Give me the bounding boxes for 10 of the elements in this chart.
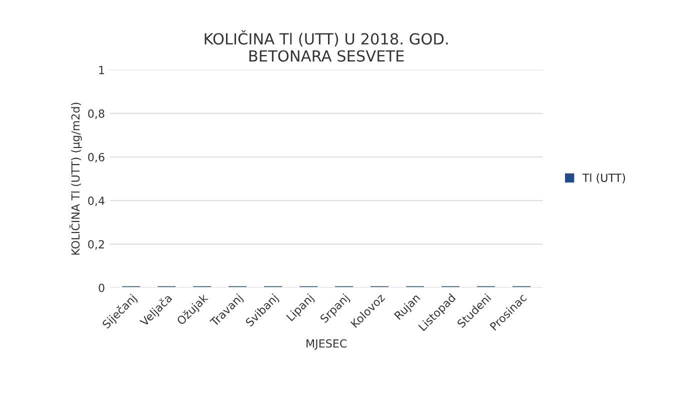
y-tick-label: 0,8 xyxy=(88,109,104,119)
chart-title: KOLIČINA Tl (UTT) U 2018. GOD. BETONARA SESVETE xyxy=(204,30,448,62)
y-axis-title: KOLIČINA Tl (UTT) (µg/m2d) xyxy=(69,102,82,255)
x-axis-title: MJESEC xyxy=(306,339,347,350)
y-tick-label: 1 xyxy=(99,66,104,74)
y-tick-label: 0,6 xyxy=(88,152,104,163)
y-tick-label: 0 xyxy=(98,284,104,292)
legend-label: Tl (UTT) xyxy=(582,173,626,184)
y-tick-label: 0,2 xyxy=(88,240,104,250)
y-tick-label: 0,4 xyxy=(88,196,104,206)
